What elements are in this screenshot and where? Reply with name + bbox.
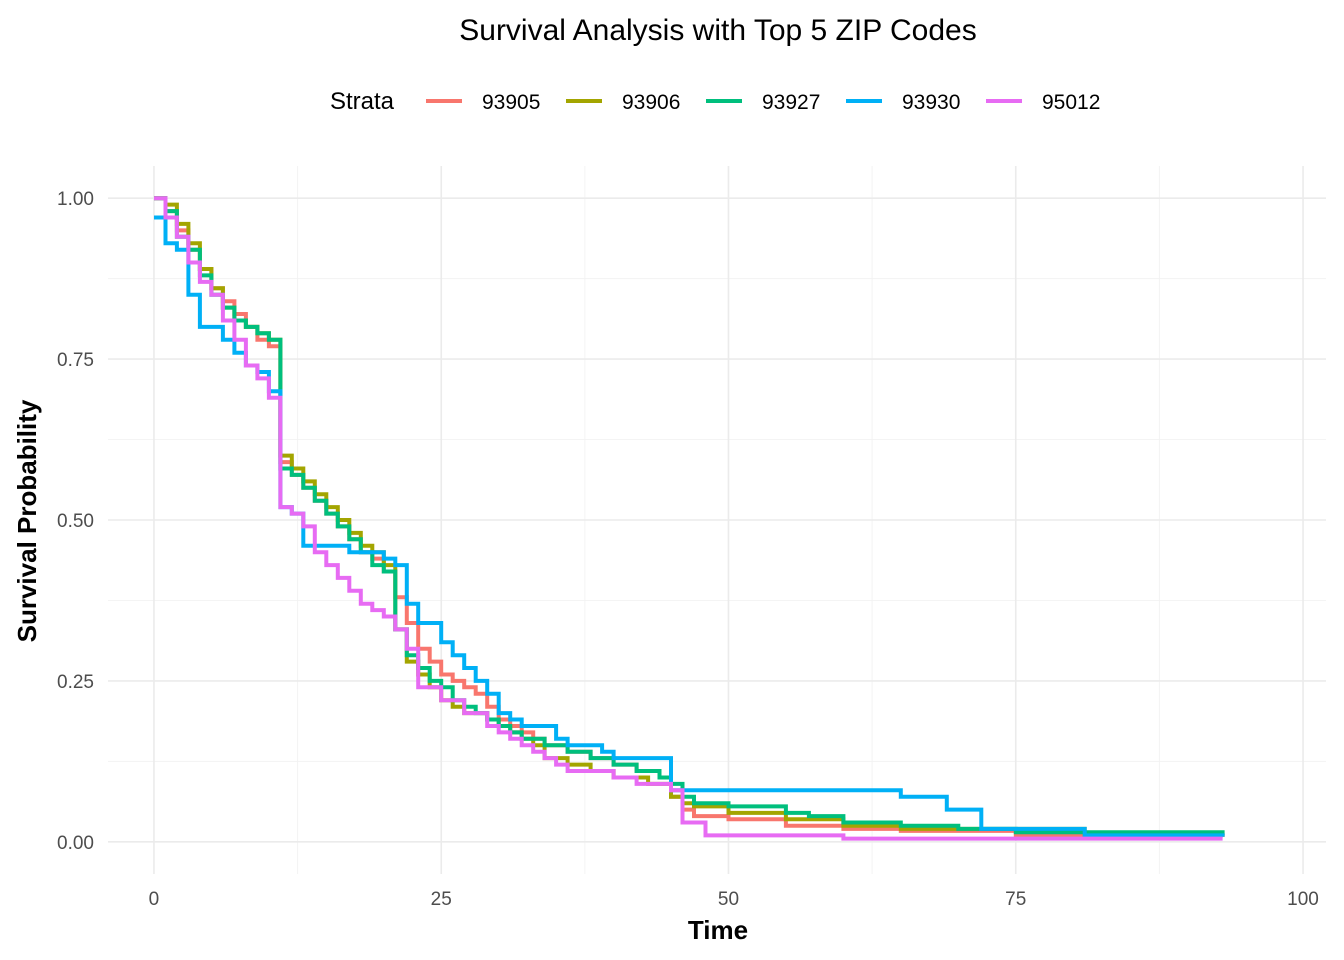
y-tick-label: 0.25 (57, 672, 94, 693)
legend-label: 93927 (762, 91, 820, 114)
x-tick-label: 0 (149, 889, 160, 910)
series-line-93905 (154, 196, 1225, 838)
grid (108, 166, 1326, 874)
legend-label: 93930 (902, 91, 960, 114)
series-line-93927 (154, 196, 1225, 836)
x-tick-label: 50 (718, 889, 739, 910)
x-tick-label: 75 (1005, 889, 1026, 910)
legend-title: Strata (330, 88, 395, 115)
chart-title: Survival Analysis with Top 5 ZIP Codes (459, 14, 976, 47)
x-axis-label: Time (688, 915, 748, 945)
y-tick-label: 0.75 (57, 350, 94, 371)
tick-labels: 0 25 50 75 100 0.00 0.25 0.50 0.75 1.00 (57, 189, 1319, 910)
y-tick-label: 0.50 (57, 511, 94, 532)
legend: Strata 93905 93906 93927 93930 95012 (330, 88, 1100, 115)
legend-label: 93906 (622, 91, 680, 114)
series-layer (154, 196, 1225, 841)
legend-label: 95012 (1042, 91, 1100, 114)
legend-label: 93905 (482, 91, 540, 114)
y-tick-label: 1.00 (57, 189, 94, 210)
x-tick-label: 100 (1287, 889, 1319, 910)
y-tick-label: 0.00 (57, 833, 94, 854)
x-tick-label: 25 (431, 889, 452, 910)
series-line-93906 (154, 196, 1225, 838)
series-line-95012 (154, 196, 1223, 841)
y-axis-label: Survival Probability (12, 399, 42, 642)
